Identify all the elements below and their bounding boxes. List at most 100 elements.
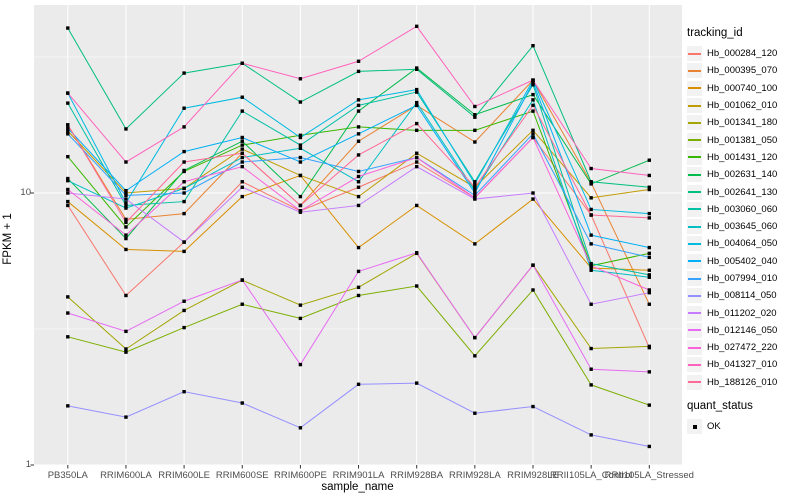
legend-key-icon bbox=[687, 236, 702, 252]
data-point bbox=[124, 347, 128, 351]
data-point bbox=[124, 293, 128, 298]
legend-color-line bbox=[688, 139, 701, 142]
data-point bbox=[356, 194, 361, 199]
data-point bbox=[298, 143, 303, 147]
data-point bbox=[182, 180, 186, 184]
data-point bbox=[182, 325, 186, 330]
data-point bbox=[356, 245, 361, 250]
data-point bbox=[647, 370, 651, 374]
data-point bbox=[647, 444, 651, 449]
data-point bbox=[66, 311, 70, 315]
data-point bbox=[356, 139, 361, 143]
data-point bbox=[240, 139, 244, 143]
panel-background bbox=[34, 5, 682, 465]
legend-item-label: Hb_011202_020 bbox=[707, 307, 777, 319]
data-point bbox=[66, 91, 70, 95]
legend-key-icon bbox=[687, 288, 702, 304]
data-point bbox=[356, 69, 361, 74]
legend-color-line bbox=[688, 156, 701, 159]
data-point bbox=[473, 335, 477, 340]
data-point bbox=[124, 206, 128, 210]
legend-color-line bbox=[688, 69, 701, 72]
legend-item: Hb_012146_050 bbox=[687, 322, 799, 339]
data-point bbox=[124, 160, 128, 164]
legend-key-icon bbox=[687, 340, 702, 356]
data-point bbox=[356, 59, 361, 63]
data-point bbox=[182, 299, 186, 303]
x-tick-label: RRII105LA_Stressed bbox=[604, 470, 694, 481]
data-point bbox=[240, 95, 244, 99]
legend-color-line bbox=[688, 242, 701, 245]
data-point bbox=[66, 187, 70, 192]
data-point bbox=[124, 329, 128, 334]
data-point bbox=[124, 217, 128, 222]
data-point bbox=[66, 178, 70, 183]
legend-item: Hb_000284_120 bbox=[687, 45, 799, 62]
data-point bbox=[589, 261, 593, 266]
data-point bbox=[531, 191, 535, 195]
legend-color-line bbox=[688, 191, 701, 194]
data-point bbox=[473, 354, 477, 358]
legend-color-line bbox=[688, 329, 701, 332]
legend-item-label: Hb_000740_100 bbox=[707, 82, 778, 94]
data-point bbox=[473, 140, 477, 144]
legend-color-line bbox=[688, 381, 701, 384]
x-tick-label: RRIM928LE bbox=[507, 470, 559, 481]
data-point bbox=[298, 316, 303, 321]
data-point bbox=[182, 106, 186, 110]
data-point bbox=[298, 209, 303, 213]
data-point bbox=[415, 24, 419, 29]
legend-item: Hb_000740_100 bbox=[687, 80, 799, 97]
data-point bbox=[356, 153, 361, 157]
legend-item: Hb_001341_180 bbox=[687, 114, 799, 131]
data-point bbox=[589, 180, 593, 184]
data-point bbox=[473, 180, 477, 184]
data-point bbox=[473, 188, 477, 193]
data-point bbox=[356, 103, 361, 108]
data-point bbox=[589, 346, 593, 351]
data-point bbox=[182, 199, 186, 204]
data-point bbox=[531, 404, 535, 409]
data-point bbox=[531, 128, 535, 133]
data-point bbox=[66, 404, 70, 408]
legend-item-label: Hb_001062_010 bbox=[707, 100, 778, 112]
legend-item-label: Hb_002641_130 bbox=[707, 186, 778, 198]
legend-color-line bbox=[688, 121, 701, 124]
data-point bbox=[240, 160, 244, 164]
data-point bbox=[589, 268, 593, 272]
x-tick-label: RRII105LA_Control bbox=[549, 470, 633, 481]
data-point bbox=[589, 367, 593, 371]
data-point bbox=[240, 155, 244, 160]
x-tick-label: RRIM600PE bbox=[273, 470, 327, 481]
data-point bbox=[66, 203, 70, 208]
data-point bbox=[531, 80, 535, 85]
data-point bbox=[298, 100, 303, 104]
legend-item: Hb_011202_020 bbox=[687, 304, 799, 321]
data-point bbox=[66, 191, 70, 195]
legend-key-icon bbox=[687, 305, 702, 321]
data-point bbox=[298, 426, 303, 430]
data-point bbox=[182, 186, 186, 191]
data-point bbox=[356, 180, 361, 184]
legend-item-label: Hb_002631_140 bbox=[707, 169, 778, 181]
data-point bbox=[589, 196, 593, 200]
quant-items: OK bbox=[687, 418, 799, 435]
data-point bbox=[124, 197, 128, 201]
x-tick-label: RRIM600LE bbox=[158, 470, 210, 481]
data-point bbox=[473, 242, 477, 246]
data-point bbox=[182, 168, 186, 173]
data-point bbox=[473, 113, 477, 117]
data-point bbox=[415, 284, 419, 288]
legend-item-label: Hb_008114_050 bbox=[707, 290, 777, 302]
legend-item-label: Hb_001341_180 bbox=[707, 117, 778, 129]
legend-key-icon bbox=[687, 184, 702, 200]
data-point bbox=[240, 61, 244, 65]
data-point bbox=[240, 135, 244, 140]
data-point bbox=[473, 193, 477, 198]
data-point bbox=[531, 103, 535, 108]
legend-key-icon bbox=[687, 201, 702, 217]
legend-key-icon bbox=[687, 253, 702, 269]
legend-item: Hb_002631_140 bbox=[687, 166, 799, 183]
data-point bbox=[531, 83, 535, 87]
quant-status-label: OK bbox=[707, 421, 721, 433]
